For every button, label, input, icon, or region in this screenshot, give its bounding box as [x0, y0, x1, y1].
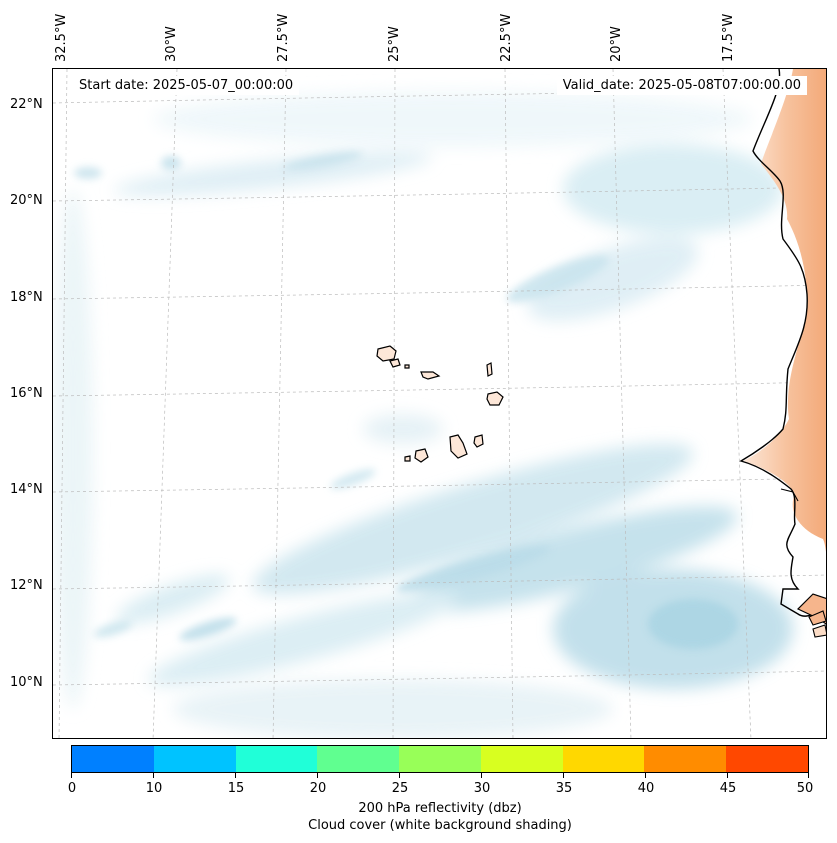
island-santo-antao	[376, 345, 397, 362]
colorbar-subtitle: Cloud cover (white background shading)	[308, 818, 572, 833]
cloud-cell	[330, 469, 376, 489]
colorbar-tick	[235, 773, 236, 778]
colorbar-tick	[317, 773, 318, 778]
island-santa-luzia	[404, 364, 410, 369]
colorbar-tick	[481, 773, 482, 778]
colorbar-segment	[480, 746, 563, 772]
cloud-cell	[506, 255, 610, 303]
lat-label: 10°N	[10, 675, 43, 690]
coastline	[739, 69, 826, 617]
colorbar-segment	[644, 746, 727, 772]
lon-label: 17.5°W	[721, 13, 736, 62]
colorbar-tick-label: 25	[391, 781, 409, 796]
africa-coast	[739, 69, 826, 638]
colorbar-tick	[153, 773, 154, 778]
colorbar-tick-label: 35	[555, 781, 573, 796]
cloud-patch	[116, 574, 230, 624]
lat-label: 12°N	[10, 578, 43, 593]
colorbar-segment	[562, 746, 645, 772]
colorbar-segment	[235, 746, 318, 772]
colorbar-segment	[399, 746, 481, 772]
cloud-patch	[153, 91, 753, 147]
lat-label: 14°N	[10, 482, 43, 497]
lon-label: 30°W	[164, 26, 179, 62]
colorbar-segment	[72, 746, 154, 772]
island-fogo	[414, 448, 429, 463]
coastline	[812, 624, 826, 638]
colorbar-tick	[399, 773, 400, 778]
lat-label: 20°N	[10, 193, 43, 208]
cloud-patch	[173, 679, 613, 738]
lon-label: 20°W	[609, 26, 624, 62]
island-sao-nicolau	[420, 371, 441, 380]
lat-label: 16°N	[10, 386, 43, 401]
colorbar-tick-label: 50	[796, 781, 814, 796]
lat-label: 18°N	[10, 290, 43, 305]
colorbar-tick-label: 20	[309, 781, 327, 796]
cloud-patch	[363, 414, 443, 444]
colorbar-tick	[645, 773, 646, 778]
cloud-cell	[648, 599, 738, 649]
cloud-patch	[252, 443, 694, 595]
valid-date-label: Valid_date: 2025-05-08T07:00:00.00	[556, 76, 807, 95]
cloud-patch	[113, 152, 433, 196]
map-canvas	[53, 69, 826, 738]
lat-label: 22°N	[10, 97, 43, 112]
island-maio	[473, 434, 484, 448]
colorbar-tick-label: 0	[67, 781, 77, 796]
colorbar-title: 200 hPa reflectivity (dbz)	[358, 801, 522, 816]
start-date-label: Start date: 2025-05-07_00:00:00	[73, 76, 300, 95]
colorbar-tick-label: 40	[637, 781, 655, 796]
cape-verde-islands	[376, 345, 504, 463]
island-brava	[404, 455, 411, 462]
colorbar-segment	[726, 746, 809, 772]
colorbar-segment	[317, 746, 400, 772]
colorbar-segment	[153, 746, 236, 772]
colorbar-tick	[727, 773, 728, 778]
colorbar-tick-label: 45	[719, 781, 737, 796]
island-boa-vista	[486, 391, 504, 406]
cloud-patch	[408, 506, 738, 612]
cloud-cell	[161, 156, 181, 170]
colorbar-tick	[808, 773, 809, 778]
lon-label: 27.5°W	[276, 13, 291, 62]
colorbar-tick	[71, 773, 72, 778]
island-sal	[486, 362, 493, 377]
cloud-patch	[527, 237, 699, 321]
coastline	[780, 488, 799, 502]
reflectivity-colorbar	[71, 745, 809, 773]
colorbar-tick-label: 15	[227, 781, 245, 796]
cloud-cell	[395, 546, 551, 592]
cloud-cell	[93, 620, 133, 638]
island-santiago	[449, 434, 468, 459]
cloud-patch	[148, 592, 458, 686]
land-shading	[743, 69, 826, 553]
colorbar-tick-label: 10	[145, 781, 163, 796]
cloud-patch	[563, 144, 783, 234]
cloud-cell	[179, 617, 237, 641]
lon-label: 32.5°W	[54, 13, 69, 62]
colorbar-tick-label: 30	[473, 781, 491, 796]
cloud-cell	[74, 167, 102, 179]
colorbar-tick	[563, 773, 564, 778]
cloud-patch	[53, 189, 93, 709]
graticule	[53, 69, 826, 738]
lon-label: 22.5°W	[499, 13, 514, 62]
island-sao-vicente	[389, 358, 401, 368]
coastline	[808, 610, 826, 626]
map-panel	[52, 68, 827, 739]
lon-label: 25°W	[387, 26, 402, 62]
cloud-cover-layer	[53, 91, 793, 738]
cloud-cell	[283, 151, 363, 171]
